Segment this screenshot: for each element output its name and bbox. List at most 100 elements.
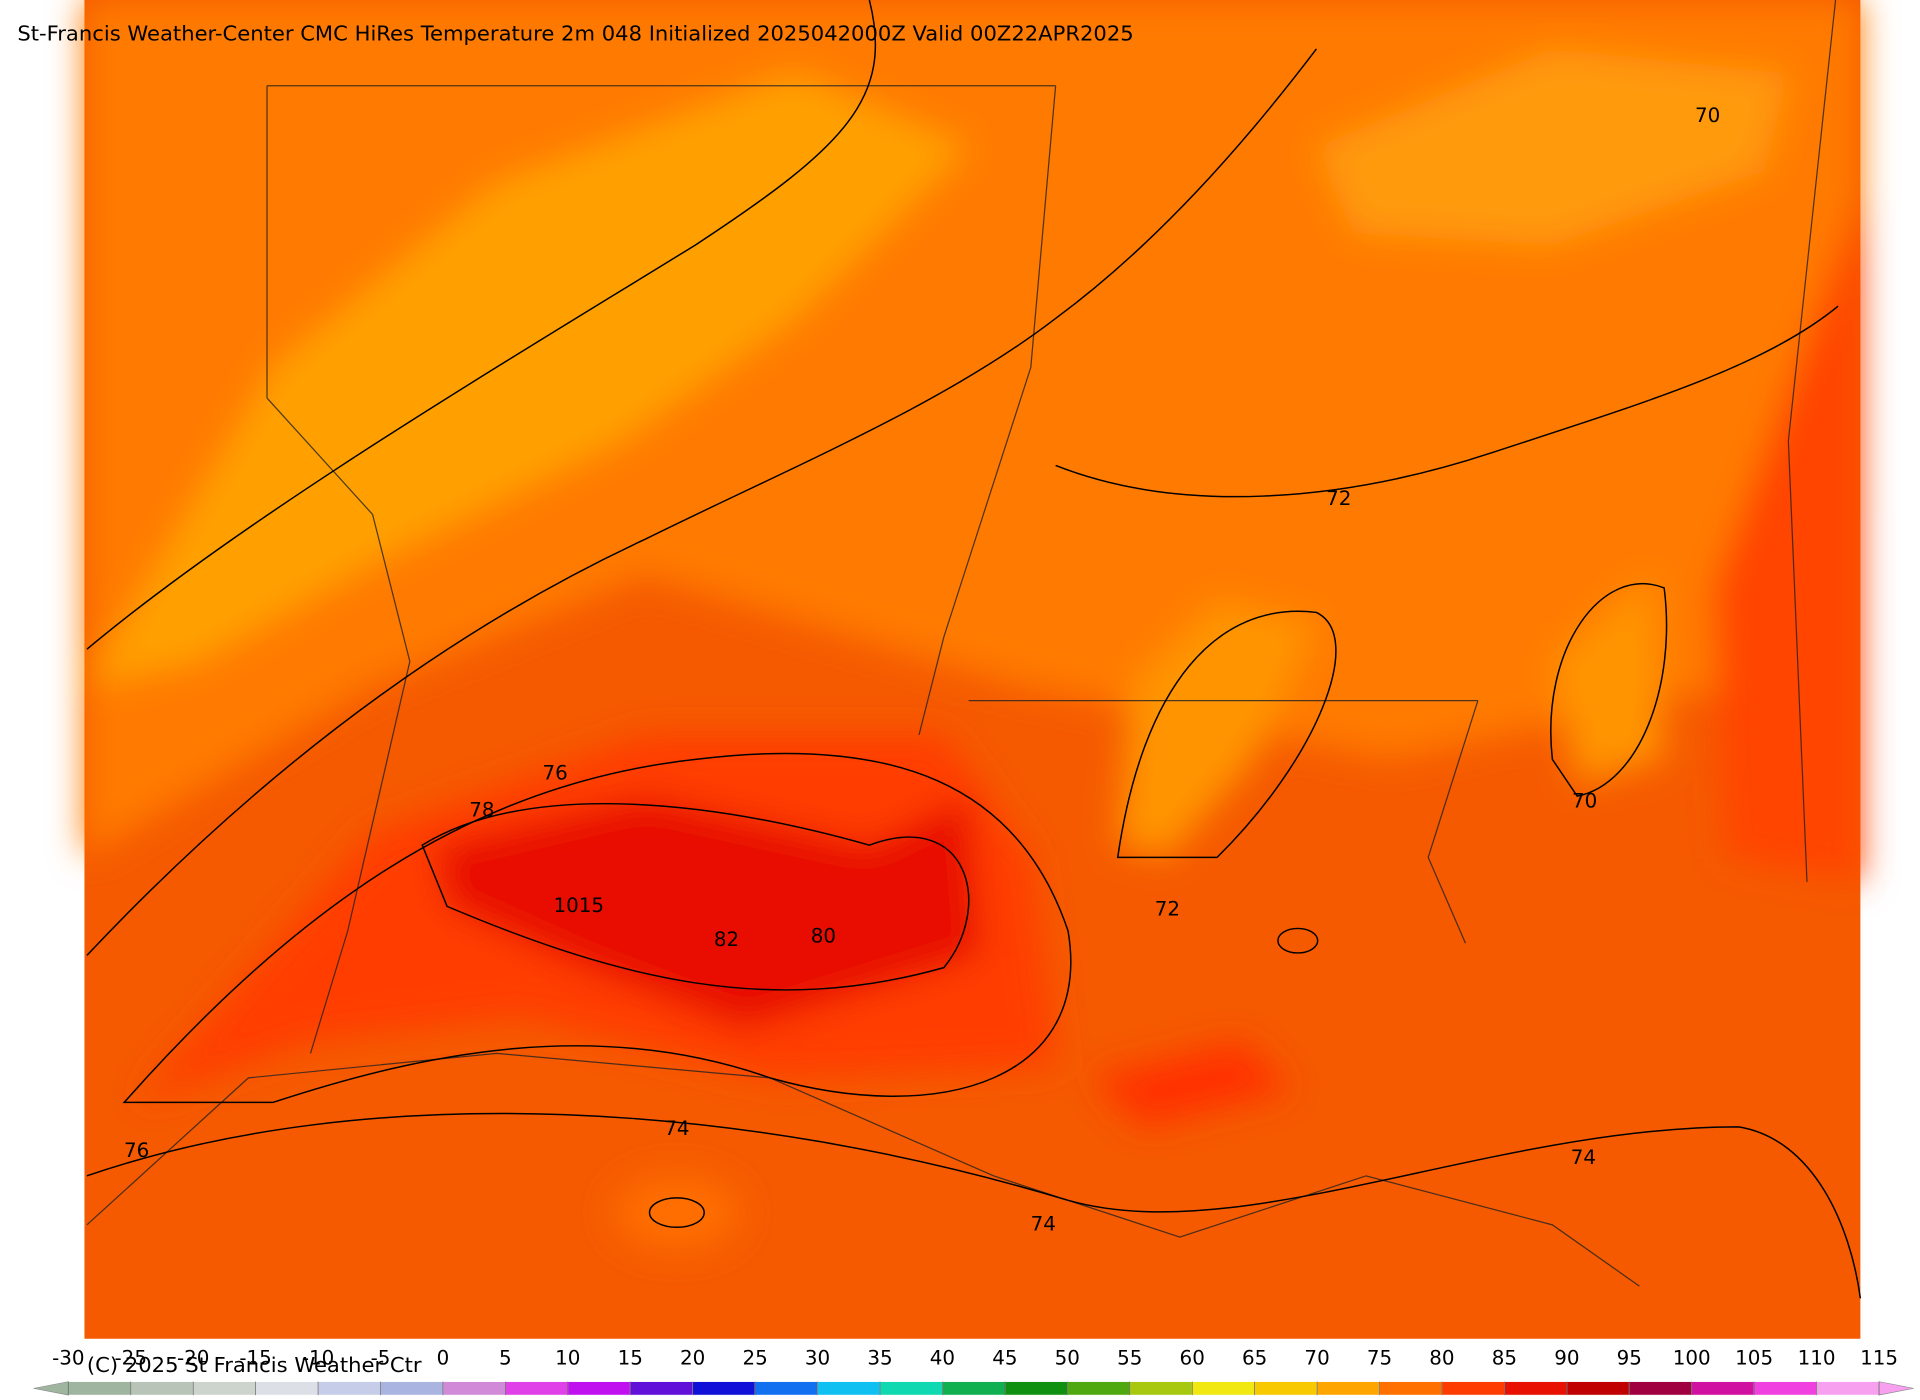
colorbar-tick-label: 110: [1798, 1347, 1836, 1370]
colorbar-tick-label: 40: [930, 1347, 955, 1370]
isobar: [122, 752, 1072, 1104]
colorbar-tick-label: 55: [1117, 1347, 1142, 1370]
colorbar-segment: [192, 1381, 256, 1396]
colorbar-segment: [1816, 1381, 1880, 1396]
colorbar-tick-label: 85: [1492, 1347, 1517, 1370]
state-borders: [86, 0, 1837, 1287]
colorbar-segment: [1566, 1381, 1630, 1396]
isobar: [86, 48, 1318, 956]
colorbar-tick-label: 35: [867, 1347, 892, 1370]
isobar: [86, 0, 877, 650]
colorbar-tick-label: -5: [371, 1347, 391, 1370]
colorbar-segment: [505, 1381, 569, 1396]
colorbar-tick-label: 70: [1304, 1347, 1329, 1370]
contour-labels: 70 72 76 78 1015 82 80 72 70 74 76 74 74: [124, 104, 1720, 1235]
colorbar-segment: [1067, 1381, 1131, 1396]
colorbar-segment: [1004, 1381, 1068, 1396]
contour-label: 72: [1326, 487, 1351, 510]
colorbar-segment: [754, 1381, 818, 1396]
colorbar-segment: [317, 1381, 381, 1396]
colorbar-tick-label: -20: [177, 1347, 209, 1370]
colorbar-segment: [629, 1381, 693, 1396]
temperature-field: [84, 0, 1861, 1339]
isobar: [1055, 305, 1839, 498]
colorbar-tick-label: 60: [1180, 1347, 1205, 1370]
colorbar-segment: [817, 1381, 881, 1396]
colorbar-segment: [1254, 1381, 1318, 1396]
field-red-e: [1713, 195, 1861, 882]
contour-label: 76: [124, 1139, 149, 1162]
colorbar-tick-label: 10: [555, 1347, 580, 1370]
coastline: [86, 1052, 1640, 1287]
field-yellow-c: [1117, 600, 1317, 858]
colorbar-tick-label: 90: [1554, 1347, 1579, 1370]
colorbar-segment: [692, 1381, 756, 1396]
colorbar-tick-label: 30: [805, 1347, 830, 1370]
colorbar-segment: [1191, 1381, 1255, 1396]
colorbar-tick-label: -30: [52, 1347, 84, 1370]
colorbar-segment: [1316, 1381, 1380, 1396]
colorbar-segment: [67, 1381, 132, 1396]
isobar: [1277, 927, 1319, 954]
field-red-coast: [1092, 1041, 1292, 1127]
contour-label: 80: [811, 925, 836, 948]
field-warm-gulf: [614, 1175, 739, 1250]
field-darkred: [434, 796, 982, 1029]
colorbar-tick-label: 15: [618, 1347, 643, 1370]
colorbar-segment: [1504, 1381, 1568, 1396]
colorbar-tick-label: 45: [992, 1347, 1017, 1370]
field-yellow-e: [1552, 575, 1665, 784]
colorbar-tick-label: 50: [1055, 1347, 1080, 1370]
contour-label: 74: [1571, 1146, 1596, 1169]
colorbar-tick-label: 95: [1617, 1347, 1642, 1370]
colorbar: -30 -25 -20 -15 -10 -5 0 5 10 15 20 25 30 35 40 45 50 55 6…: [33, 1347, 1914, 1396]
contour-label: 72: [1155, 898, 1180, 921]
field-yellow-ne: [1316, 48, 1789, 245]
contour-label: 1015: [553, 894, 604, 917]
colorbar-tick-label: 100: [1673, 1347, 1711, 1370]
contour-label: 76: [543, 762, 568, 785]
colorbar-tick-label: -15: [239, 1347, 271, 1370]
isobar: [648, 1197, 705, 1229]
colorbar-tick-label: 25: [742, 1347, 767, 1370]
contour-label: 70: [1695, 104, 1720, 127]
colorbar-tick-label: 75: [1367, 1347, 1392, 1370]
isobars: [86, 0, 1862, 1299]
copyright: (C) 2025 St Francis Weather Ctr: [87, 1353, 422, 1377]
contour-label: 74: [664, 1117, 689, 1140]
colorbar-segment: [1441, 1381, 1505, 1396]
colorbar-segment: [1379, 1381, 1443, 1396]
colorbar-segment: [567, 1381, 631, 1396]
colorbar-segment: [255, 1381, 319, 1396]
colorbar-tick-label: 115: [1860, 1347, 1898, 1370]
colorbar-segment: [380, 1381, 444, 1396]
isobar: [86, 1112, 1862, 1299]
field-yellow: [86, 73, 969, 686]
colorbar-segment: [1691, 1381, 1755, 1396]
map-title: St-Francis Weather-Center CMC HiRes Temp…: [17, 22, 1133, 46]
isobar: [1550, 582, 1668, 797]
colorbar-segment: [1129, 1381, 1193, 1396]
contour-label: 78: [469, 798, 494, 821]
colorbar-segment: [130, 1381, 194, 1396]
colorbar-segment: [1628, 1381, 1693, 1396]
colorbar-tick-label: 105: [1735, 1347, 1773, 1370]
isobar: [1116, 610, 1337, 859]
colorbar-segment: [442, 1381, 506, 1396]
contour-label: 74: [1031, 1212, 1056, 1235]
colorbar-segment: [942, 1381, 1006, 1396]
colorbar-tick-label: 5: [499, 1347, 512, 1370]
colorbar-tick-label: 0: [437, 1347, 450, 1370]
contour-label: 70: [1572, 790, 1597, 813]
colorbar-tick-label: 80: [1429, 1347, 1454, 1370]
isobar: [421, 802, 970, 991]
border-lines: [266, 0, 1837, 1054]
colorbar-segment: [879, 1381, 943, 1396]
colorbar-tick-label: -25: [115, 1347, 147, 1370]
contour-label: 82: [714, 928, 739, 951]
colorbar-tick-label: 65: [1242, 1347, 1267, 1370]
colorbar-tick-label: -10: [302, 1347, 334, 1370]
colorbar-tick-label: 20: [680, 1347, 705, 1370]
